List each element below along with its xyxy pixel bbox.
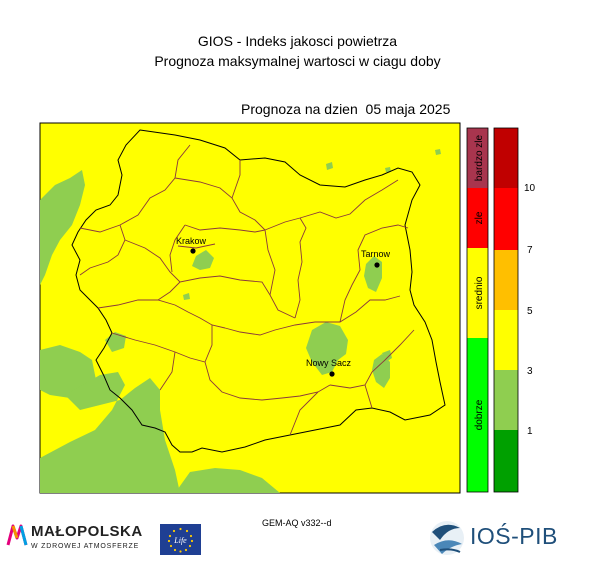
city-nowy-sacz: Nowy Sacz <box>306 358 352 377</box>
model-version: GEM-AQ v332--d <box>262 518 332 528</box>
legend-label-bardzo-zle: bardzo zle <box>474 134 485 181</box>
legend-label-dobrze: dobrze <box>474 399 485 430</box>
scale-band-2 <box>494 370 518 430</box>
scale-tick-1: 1 <box>527 426 533 437</box>
city-tarnow: Tarnow <box>361 249 391 268</box>
scale-tick-5: 5 <box>527 306 533 317</box>
scale-tick-7: 7 <box>527 245 533 256</box>
malopolska-logo-subtitle: W ZDROWEJ ATMOSFERZE <box>31 543 140 550</box>
map-title: GIOS - Indeks jakosci powietrza <box>197 33 398 49</box>
city-krakow: Krakow <box>176 236 207 254</box>
map-area <box>39 122 461 494</box>
svg-text:Life: Life <box>173 536 187 545</box>
scale-band-1 <box>494 430 518 492</box>
ios-pib-logo-text: IOŚ-PIB <box>470 523 558 549</box>
city-label-nowy-sacz: Nowy Sacz <box>306 358 352 368</box>
city-label-krakow: Krakow <box>176 236 207 246</box>
legend-dobrze <box>467 338 488 492</box>
scale-tick-3: 3 <box>527 366 533 377</box>
city-marker-nowy-sacz <box>329 371 335 377</box>
city-marker-tarnow <box>374 262 380 268</box>
legend-srednio <box>467 248 488 338</box>
ios-pib-logo-icon <box>430 521 464 555</box>
scale-band-4 <box>494 250 518 310</box>
scale-band-5 <box>494 188 518 250</box>
scale-tick-10: 10 <box>524 183 536 194</box>
legend-label-srednio: srednio <box>474 276 485 309</box>
category-legend: bardzo zle zle srednio dobrze <box>466 127 489 493</box>
map-subtitle: Prognoza maksymalnej wartosci w ciagu do… <box>154 53 441 69</box>
malopolska-logo-icon <box>6 524 28 546</box>
legend-bardzo-zle <box>467 128 488 188</box>
district-borders <box>79 144 415 436</box>
legend-zle <box>467 188 488 248</box>
color-scale: 1 3 5 7 10 <box>493 127 536 493</box>
forecast-date: Prognoza na dzien 05 maja 2025 <box>241 101 451 117</box>
scale-band-3 <box>494 310 518 370</box>
malopolska-logo-text: MAŁOPOLSKA <box>31 523 143 540</box>
city-label-tarnow: Tarnow <box>361 249 391 259</box>
legend-label-zle: zle <box>474 211 485 224</box>
eu-life-logo: Life <box>160 524 201 555</box>
scale-band-6 <box>494 128 518 188</box>
city-marker-krakow <box>190 248 196 254</box>
